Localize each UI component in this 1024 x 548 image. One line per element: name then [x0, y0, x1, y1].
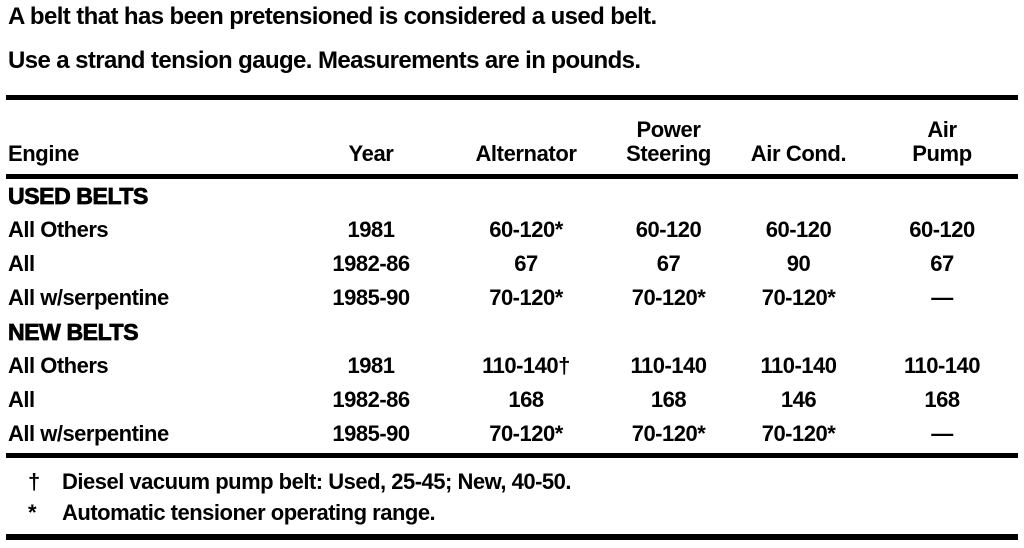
engine-cell: All w/serpentine	[8, 285, 169, 310]
power-steering-cell: 60-120	[635, 217, 702, 242]
air-cond-cell: 60-120	[765, 217, 832, 242]
table-row: All Others 1981 110-140† 110-140 110-140…	[6, 349, 1018, 383]
year-cell: 1982-86	[332, 387, 410, 412]
column-header-air-cond: Air Cond.	[731, 142, 866, 174]
air-pump-cell: 60-120	[909, 217, 975, 242]
alternator-cell: 70-120*	[489, 285, 563, 310]
alternator-cell: 70-120*	[489, 421, 563, 446]
dagger-symbol: †	[28, 469, 40, 494]
table-row: All w/serpentine 1985-90 70-120* 70-120*…	[6, 417, 1018, 451]
footnote-text: Diesel vacuum pump belt: Used, 25-45; Ne…	[62, 469, 571, 494]
alternator-cell: 67	[514, 251, 538, 276]
column-header-label-line1: Power	[636, 117, 701, 142]
footnote-dagger: † Diesel vacuum pump belt: Used, 25-45; …	[6, 466, 1018, 497]
year-cell: 1982-86	[332, 251, 410, 276]
footnote-text: Automatic tensioner operating range.	[62, 500, 436, 525]
air-cond-cell: 90	[786, 251, 811, 276]
air-pump-cell: 110-140	[903, 353, 981, 378]
air-cond-cell: 70-120*	[761, 421, 836, 446]
column-header-alternator: Alternator	[446, 142, 606, 174]
air-cond-cell: 70-120*	[761, 285, 836, 310]
table-row: All Others 1981 60-120* 60-120 60-120 60…	[6, 213, 1018, 247]
power-steering-cell: 110-140	[630, 353, 707, 378]
intro-line-1: A belt that has been pretensioned is con…	[8, 3, 657, 30]
table-header-row: Engine Year Alternator Power Steering Ai…	[6, 100, 1018, 179]
engine-cell: All	[8, 387, 35, 412]
power-steering-cell: 67	[656, 251, 681, 276]
column-header-label: Air Cond.	[750, 141, 847, 166]
year-cell: 1985-90	[332, 421, 410, 446]
column-header-label-line2: Steering	[626, 141, 711, 166]
air-pump-cell: —	[931, 421, 953, 446]
year-cell: 1985-90	[332, 285, 410, 310]
column-header-label: Alternator	[475, 141, 577, 166]
year-cell: 1981	[347, 353, 395, 378]
engine-cell: All Others	[8, 217, 109, 242]
column-header-power-steering: Power Steering	[606, 118, 731, 174]
engine-cell: All w/serpentine	[8, 421, 169, 446]
table-row: All 1982-86 67 67 90 67	[6, 247, 1018, 281]
column-header-label: Year	[348, 141, 394, 166]
air-cond-cell: 146	[780, 387, 817, 412]
table-row: All w/serpentine 1985-90 70-120* 70-120*…	[6, 281, 1018, 315]
intro-line-2: Use a strand tension gauge. Measurements…	[8, 47, 641, 74]
air-pump-cell: —	[931, 285, 953, 310]
table-row: All 1982-86 168 168 146 168	[6, 383, 1018, 417]
power-steering-cell: 70-120*	[631, 421, 706, 446]
section-header-new-belts: NEW BELTS	[6, 315, 1018, 349]
year-cell: 1981	[347, 217, 395, 242]
column-header-air-pump: Air Pump	[866, 118, 1018, 174]
air-cond-cell: 110-140	[760, 353, 837, 378]
footnote-divider	[6, 453, 1018, 458]
column-header-label: Engine	[8, 141, 79, 166]
belt-tension-table: Engine Year Alternator Power Steering Ai…	[6, 95, 1018, 540]
air-pump-cell: 67	[930, 251, 954, 276]
column-header-engine: Engine	[6, 142, 296, 174]
engine-cell: All Others	[8, 353, 109, 378]
alternator-cell: 168	[508, 387, 544, 412]
air-pump-cell: 168	[924, 387, 960, 412]
column-header-label-line1: Air	[927, 117, 957, 142]
footnotes: † Diesel vacuum pump belt: Used, 25-45; …	[6, 458, 1018, 534]
alternator-cell: 60-120*	[489, 217, 563, 242]
footnote-asterisk: * Automatic tensioner operating range.	[6, 497, 1018, 528]
power-steering-cell: 70-120*	[631, 285, 706, 310]
alternator-cell: 110-140†	[482, 353, 570, 378]
column-header-year: Year	[296, 142, 446, 174]
section-title: USED BELTS	[8, 182, 149, 209]
table-body: USED BELTS All Others 1981 60-120* 60-12…	[6, 179, 1018, 451]
engine-cell: All	[8, 251, 35, 276]
power-steering-cell: 168	[650, 387, 687, 412]
table-bottom-rule	[6, 534, 1018, 540]
section-title: NEW BELTS	[8, 318, 139, 345]
column-header-label-line2: Pump	[912, 141, 972, 166]
asterisk-symbol: *	[28, 500, 37, 525]
section-header-used-belts: USED BELTS	[6, 179, 1018, 213]
